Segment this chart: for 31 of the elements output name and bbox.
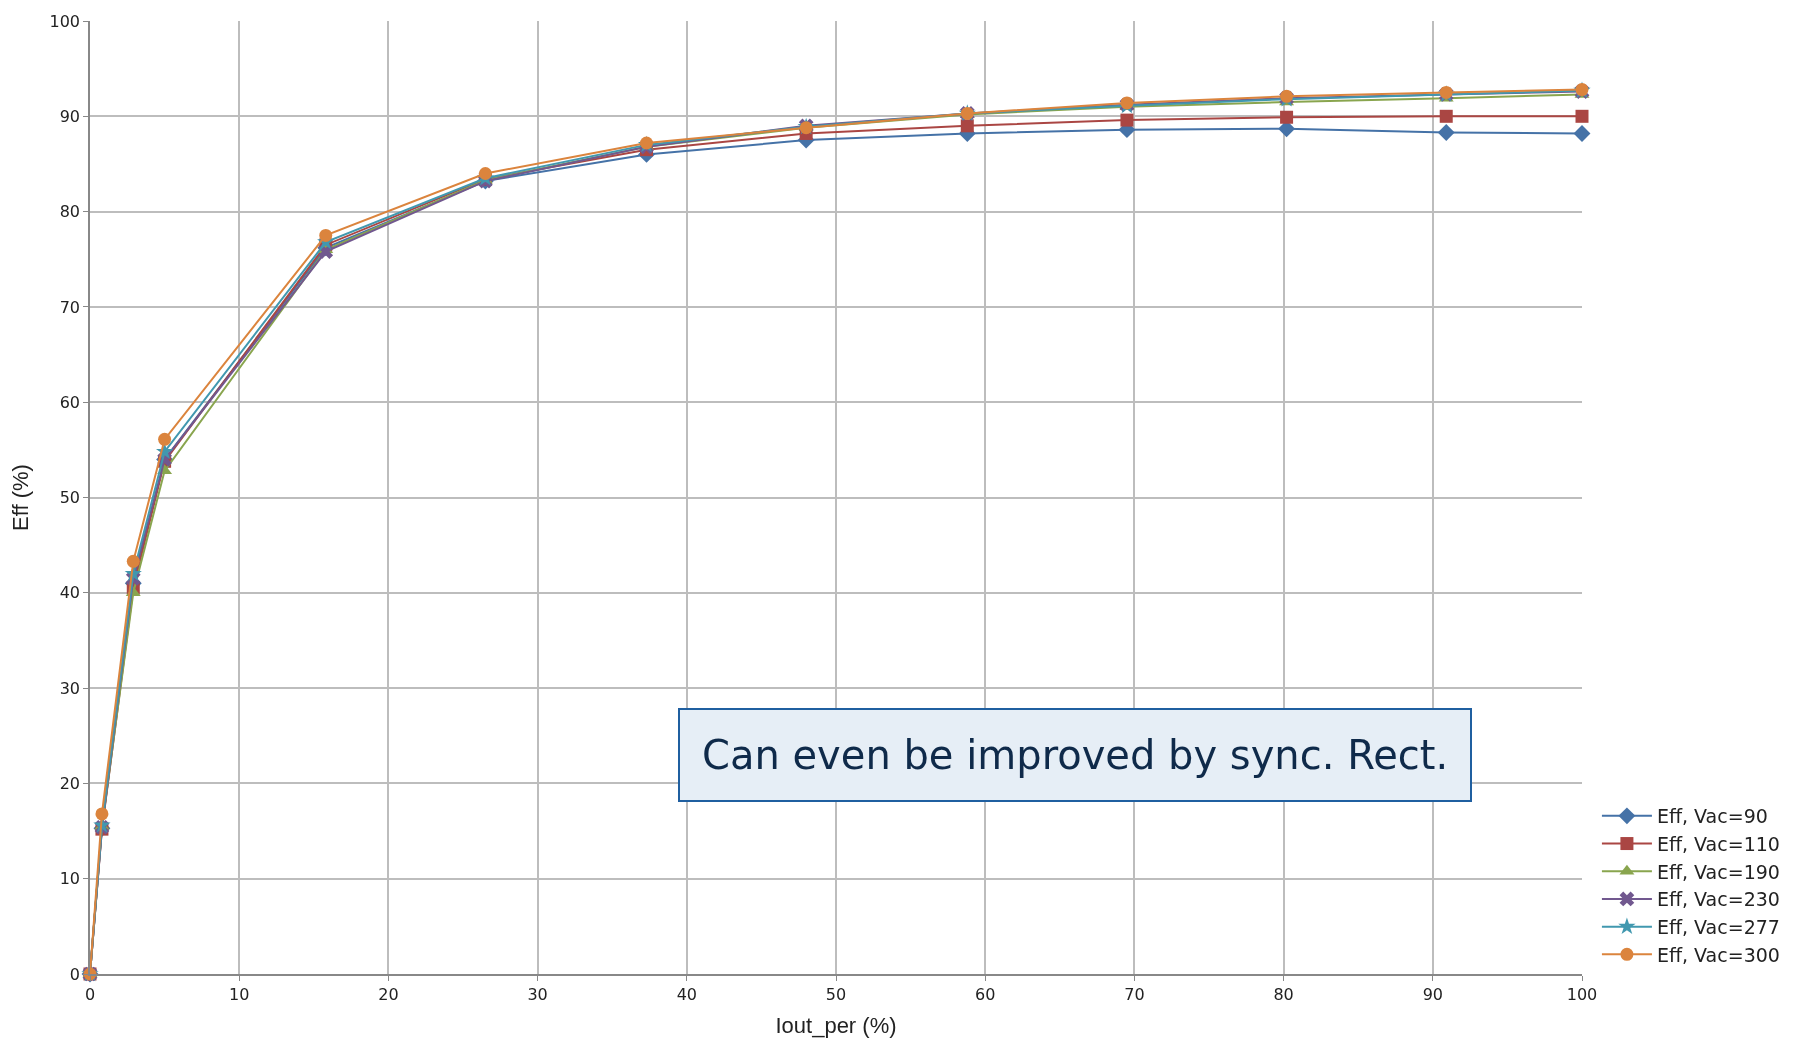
x-tick-label: 90 bbox=[1422, 984, 1443, 1004]
legend-label: Eff, Vac=110 bbox=[1656, 832, 1780, 855]
x-tick-label: 30 bbox=[527, 984, 548, 1004]
x-tick-label: 100 bbox=[1566, 984, 1598, 1004]
y-tick-label: 0 bbox=[69, 964, 81, 984]
x-tick-label: 60 bbox=[975, 984, 996, 1004]
y-axis-title: Eff (%) bbox=[7, 464, 33, 531]
legend-label: Eff, Vac=190 bbox=[1656, 860, 1780, 883]
y-tick-label: 30 bbox=[59, 678, 81, 698]
y-tick-label: 100 bbox=[49, 11, 81, 31]
y-tick-label: 40 bbox=[59, 583, 81, 603]
y-tick-label: 50 bbox=[59, 488, 81, 508]
y-tick-label: 10 bbox=[59, 869, 81, 889]
x-tick-label: 20 bbox=[378, 984, 399, 1004]
y-tick-label: 80 bbox=[59, 202, 81, 222]
x-axis-title: Iout_per (%) bbox=[775, 1013, 897, 1039]
x-tick-label: 80 bbox=[1273, 984, 1294, 1004]
x-tick-label: 40 bbox=[676, 984, 697, 1004]
legend-label: Eff, Vac=277 bbox=[1656, 916, 1780, 939]
y-tick-label: 20 bbox=[59, 774, 81, 793]
y-tick-label: 90 bbox=[59, 106, 81, 126]
legend-label: Eff, Vac=90 bbox=[1656, 805, 1768, 828]
x-tick-label: 70 bbox=[1124, 984, 1145, 1004]
annotation: Can even be improved by sync. Rect. bbox=[702, 732, 1449, 778]
legend-label: Eff, Vac=230 bbox=[1656, 888, 1780, 911]
x-tick-label: 0 bbox=[84, 984, 96, 1004]
y-tick-label: 60 bbox=[59, 392, 81, 412]
x-tick-label: 10 bbox=[229, 984, 250, 1004]
legend-label: Eff, Vac=300 bbox=[1656, 943, 1780, 966]
x-tick-label: 50 bbox=[825, 984, 847, 1004]
y-tick-label: 70 bbox=[59, 297, 81, 317]
